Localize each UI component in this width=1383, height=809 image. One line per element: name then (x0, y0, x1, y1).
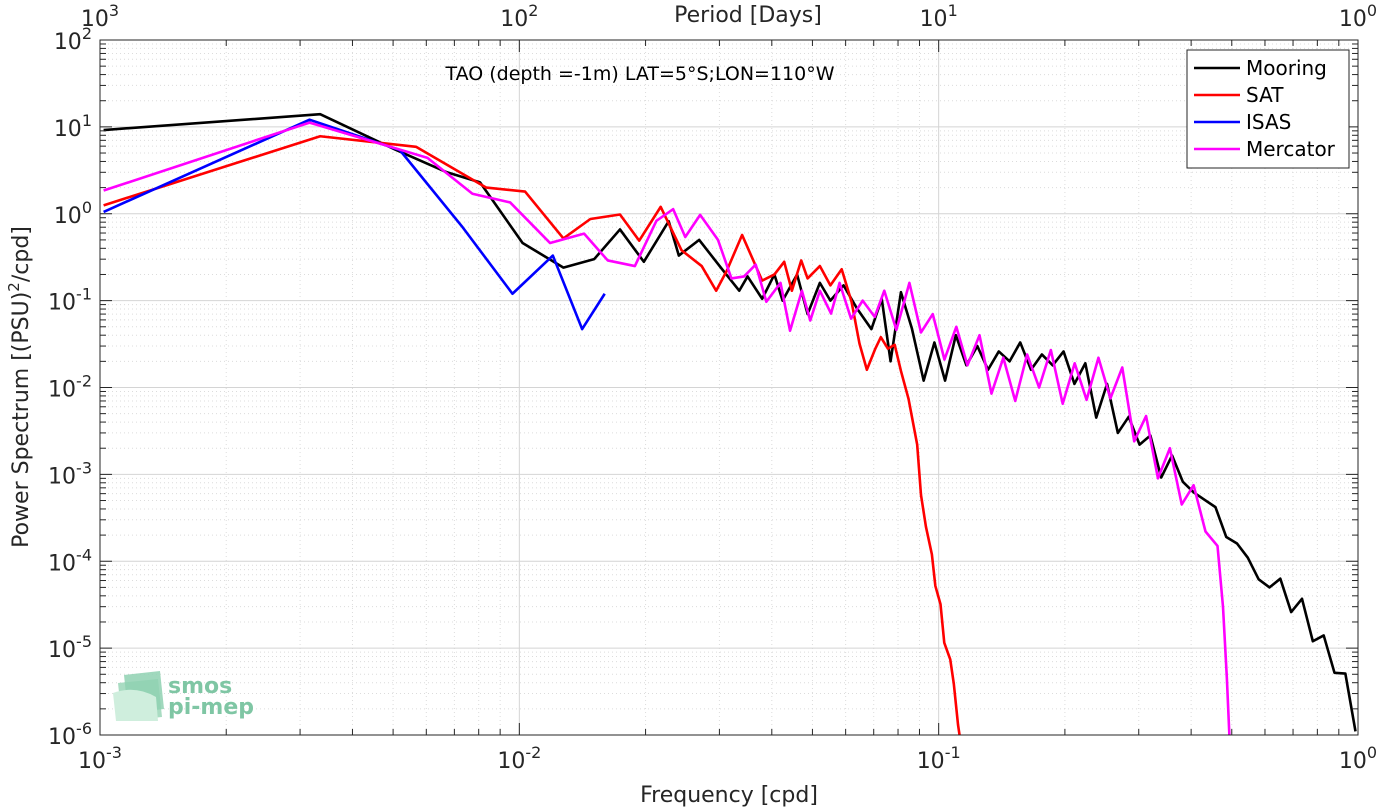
logo-text-line-1: smos (168, 674, 232, 699)
x-tick-label-base: 10 (1339, 749, 1367, 774)
legend-label-mooring: Mooring (1246, 56, 1327, 80)
plot-title: TAO (depth =-1m) LAT=5°S;LON=110°W (444, 63, 834, 85)
x-tick-label-exp: -1 (945, 743, 961, 762)
x-tick-label-exp: -3 (106, 743, 122, 762)
y-tick-label-exp: 1 (82, 111, 92, 130)
x2-tick-label-exp: 3 (109, 1, 119, 20)
logo-text-line-2: pi-mep (168, 695, 254, 720)
y-tick-label-base: 10 (48, 464, 76, 489)
y-tick-label: 10-2 (48, 372, 92, 403)
x2-tick-label-base: 10 (1339, 7, 1367, 32)
x2-tick-label-exp: 0 (1367, 1, 1377, 20)
y-tick-label-base: 10 (54, 117, 82, 142)
x2-tick-label: 101 (920, 1, 958, 32)
y-tick-label-base: 10 (48, 638, 76, 663)
x2-tick-label-base: 10 (500, 7, 528, 32)
x2-axis-title: Period [Days] (674, 3, 822, 28)
x-tick-label-base: 10 (78, 749, 106, 774)
y-tick-label: 10-5 (48, 632, 92, 663)
y-tick-label: 102 (54, 24, 92, 55)
y-tick-label: 10-1 (48, 285, 92, 316)
y-tick-label-base: 10 (48, 378, 76, 403)
x-tick-label-base: 10 (917, 749, 945, 774)
y-tick-label: 10-6 (48, 719, 92, 750)
y-tick-label-base: 10 (48, 551, 76, 576)
x-tick-label-exp: -2 (525, 743, 541, 762)
y-tick-label: 100 (54, 198, 92, 229)
y-tick-label-base: 10 (48, 725, 76, 750)
y-axis-title-main: Power Spectrum [(PSU) (9, 292, 34, 548)
x-tick-label-exp: 0 (1367, 743, 1377, 762)
x2-tick-label: 102 (500, 1, 538, 32)
x2-tick-label-exp: 1 (948, 1, 958, 20)
y-tick-label: 10-4 (48, 545, 92, 576)
y-axis-title-sup: 2 (5, 282, 23, 292)
legend-label-mercator: Mercator (1246, 137, 1336, 161)
y-tick-label-base: 10 (54, 30, 82, 55)
y-tick-label-exp: -2 (76, 372, 92, 391)
x-tick-labels: 10-3 10-2 10-1 100 (78, 743, 1377, 774)
y-tick-label-exp: -5 (76, 632, 92, 651)
series-line-mooring (103, 112, 1357, 732)
legend-label-sat: SAT (1246, 83, 1284, 107)
y-tick-label-exp: 2 (82, 24, 92, 43)
x2-tick-label-base: 10 (920, 7, 948, 32)
y-tick-label: 101 (54, 111, 92, 142)
y-axis-title-tail: /cpd] (9, 226, 34, 282)
x2-tick-label-exp: 2 (528, 1, 538, 20)
x-tick-label-base: 10 (497, 749, 525, 774)
x-tick-label: 10-3 (78, 743, 122, 774)
y-tick-label-exp: -6 (76, 719, 92, 738)
y-axis-title: Power Spectrum [(PSU)2/cpd] (5, 226, 34, 548)
legend-label-isas: ISAS (1246, 110, 1291, 134)
y-tick-label-exp: -3 (76, 458, 92, 477)
x-axis-title: Frequency [cpd] (640, 783, 818, 808)
x2-tick-label: 100 (1339, 1, 1377, 32)
y-tick-label-exp: -1 (76, 285, 92, 304)
x2-tick-labels: 103 102 101 100 (81, 1, 1377, 32)
y-tick-label-exp: -4 (76, 545, 92, 564)
x2-tick-label: 103 (81, 1, 119, 32)
y-tick-label: 10-3 (48, 458, 92, 489)
series-line-sat (103, 134, 961, 735)
x-tick-label: 100 (1339, 743, 1377, 774)
x-tick-label: 10-1 (917, 743, 961, 774)
legend: Mooring SAT ISAS Mercator (1186, 49, 1350, 169)
x-tick-label: 10-2 (497, 743, 541, 774)
y-tick-label-base: 10 (48, 291, 76, 316)
series-layer (103, 112, 1357, 735)
y-tick-label-exp: 0 (82, 198, 92, 217)
y-tick-label-base: 10 (54, 204, 82, 229)
series-line-mercator (103, 121, 1231, 735)
grid (99, 39, 1359, 736)
smos-pi-mep-logo: smos pi-mep (113, 671, 254, 721)
x2-tick-label-base: 10 (81, 7, 109, 32)
logo-wave-icon-3 (113, 689, 158, 721)
series-line-isas (103, 118, 606, 331)
